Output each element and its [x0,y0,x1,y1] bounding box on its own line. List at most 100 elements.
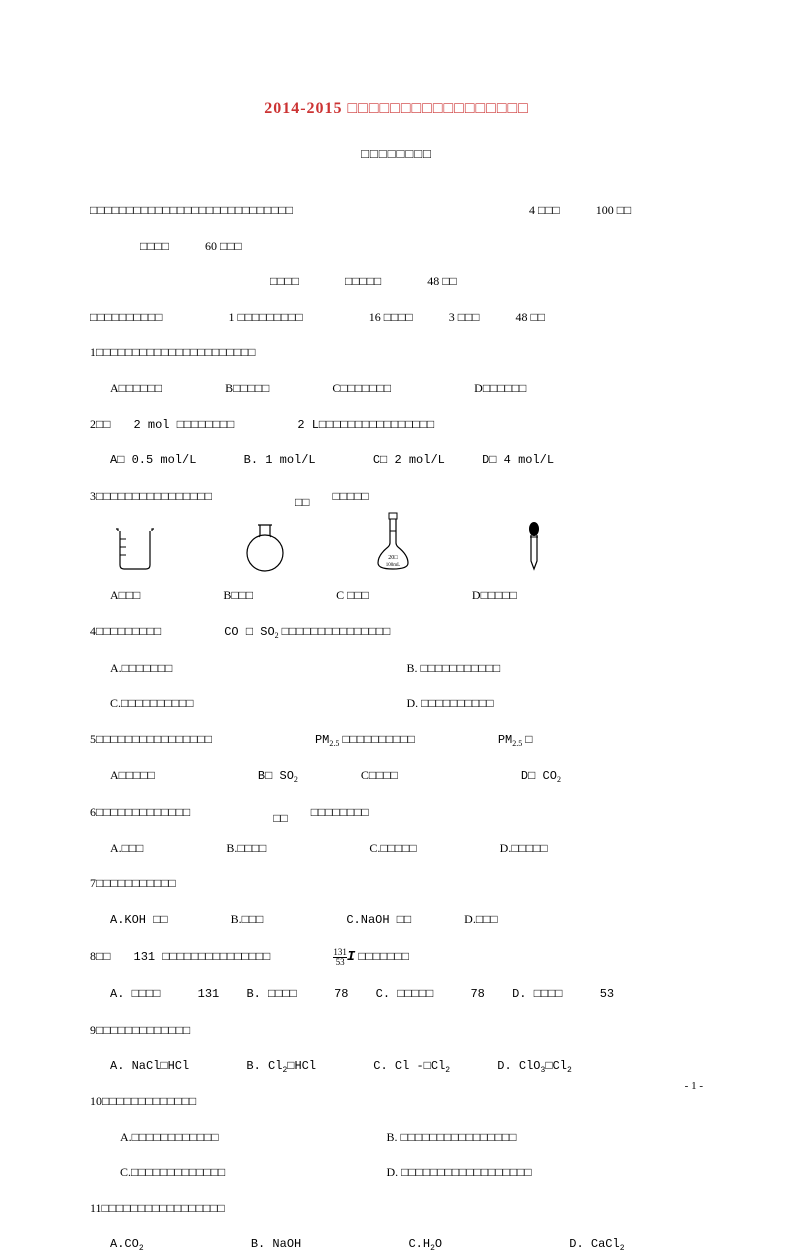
sh-c: 48 □□ [427,274,457,288]
round-flask-icon [240,521,290,573]
volumetric-flask-icon: 20□ 100mL [370,511,416,573]
q2: 2□□ 2 mol □□□□□□□□ 2 L□□□□□□□□□□□□□□□□ [90,414,703,437]
q6: 6□□□□□□□□□□□□□ □□ □□□□□□□□ [90,802,703,824]
q8a1: A. □□□□ [110,987,160,1001]
q7b: B.□□□ [231,912,264,926]
q9c: C. Cl -□Cl [373,1059,445,1073]
q1d: D□□□□□□ [474,381,526,395]
page-number: - 1 - [685,1080,703,1092]
iodine-i: I [347,949,355,965]
q4a: A.□□□□□□□ [110,661,172,675]
q7-options: A.KOH □□ B.□□□ C.NaOH □□ D.□□□ [90,909,703,932]
intro-line-1: □□□□□□□□□□□□□□□□□□□□□□□□□□□□ 4 □□□ 100 □… [90,200,703,222]
q5b: B□ SO [258,769,294,783]
q8c-part: □□□□□□□ [358,949,409,963]
q11d: D. CaCl [569,1237,619,1251]
sh-a: □□□□ [270,274,299,288]
section-header: □□□□ □□□□□ 48 □□ [90,271,703,293]
document-title: 2014-2015 □□□□□□□□□□□□□□□□□ [90,100,703,118]
q4: 4□□□□□□□□□ CO □ SO2 □□□□□□□□□□□□□□□ [90,621,703,644]
q2a: A□ 0.5 mol/L [110,453,196,467]
q8d2: 53 [600,987,614,1001]
q8c2: 78 [470,987,484,1001]
q10b: B. □□□□□□□□□□□□□□□□ [387,1130,517,1144]
q5a: A□□□□□ [110,768,155,782]
q5-options: A□□□□□ B□ SO2 C□□□□ D□ CO2 [90,765,703,788]
q8b1: B. □□□□ [246,987,296,1001]
q9a: A. NaCl□HCl [110,1059,189,1073]
q10-row1: A.□□□□□□□□□□□□ B. □□□□□□□□□□□□□□□□ [90,1127,703,1149]
q9: 9□□□□□□□□□□□□□ [90,1020,703,1042]
q10a: A.□□□□□□□□□□□□ [120,1130,219,1144]
q6c-part: □□□□□□□□ [311,805,369,819]
document-subtitle: □□□□□□□□ [90,146,703,162]
beaker-icon [110,525,160,573]
q5d-part: PM [498,733,512,747]
intro-2a: □□□□ [140,239,169,253]
q11a: A.CO [110,1237,139,1251]
q5b-part: PM [315,733,329,747]
q2c-part: 2 L□□□□□□□□□□□□□□□□ [297,418,434,432]
section-sub: □□□□□□□□□□ 1 □□□□□□□□□ 16 □□□□ 3 □□□ 48 … [90,307,703,329]
q11b: B. NaOH [251,1237,301,1251]
q10-row2: C.□□□□□□□□□□□□□ D. □□□□□□□□□□□□□□□□□□ [90,1162,703,1184]
q3ld: D□□□□□ [472,588,517,602]
q8d1: D. □□□□ [512,987,562,1001]
q10: 10□□□□□□□□□□□□□ [90,1091,703,1113]
q10c: C.□□□□□□□□□□□□□ [120,1165,225,1179]
glassware-row: 20□ 100mL [90,511,703,573]
q9b: B. Cl [246,1059,282,1073]
ss-b: 1 □□□□□□□□□ [228,310,302,324]
q7c: C.NaOH □□ [346,913,411,927]
q5c-part: □□□□□□□□□□ [342,732,414,746]
intro-line-2: □□□□ 60 □□□ [90,236,703,258]
q4c: C.□□□□□□□□□□ [110,696,193,710]
q3lc: C □□□ [336,588,369,602]
q6a-part: 6□□□□□□□□□□□□□ [90,805,190,819]
beaker-item [110,525,160,573]
sh-b: □□□□□ [345,274,381,288]
q10d: D. □□□□□□□□□□□□□□□□□□ [387,1165,532,1179]
round-flask-item [240,521,290,573]
ss-d: 3 □□□ [449,310,480,324]
dropper-item [526,521,542,573]
ss-e: 48 □□ [515,310,545,324]
q2b-part: 2 mol □□□□□□□□ [134,418,235,432]
iodine-symbol: 13153 [333,948,347,967]
q9d: D. ClO [497,1059,540,1073]
q2a-part: 2□□ [90,417,111,431]
q8b2: 78 [334,987,348,1001]
q4-row1: A.□□□□□□□ B. □□□□□□□□□□□ [90,658,703,680]
q3la: A□□□ [110,588,140,602]
q9b2: □HCl [287,1059,316,1073]
q11c: C.H [408,1237,430,1251]
q3-labels: A□□□ B□□□ C □□□ D□□□□□ [90,585,703,607]
intro-1b: 4 □□□ [529,203,560,217]
q4a-part: 4□□□□□□□□□ [90,624,161,638]
q6a: A.□□□ [110,841,143,855]
iodine-bot: 53 [336,957,345,967]
q11: 11□□□□□□□□□□□□□□□□□ [90,1198,703,1220]
q3lb: B□□□ [223,588,253,602]
vf-label-1: 20□ [388,555,398,561]
q2d: D□ 4 mol/L [482,453,554,467]
q11-options: A.CO2 B. NaOH C.H2O D. CaCl2 [90,1234,703,1255]
q1a: A□□□□□□ [110,381,162,395]
q2c: C□ 2 mol/L [373,453,445,467]
q6c: C.□□□□□ [369,841,416,855]
q8a2: 131 [198,987,220,1001]
q6b-part: □□ [273,811,288,825]
q6b: B.□□□□ [226,841,266,855]
q11c2: O [435,1237,442,1251]
q4d: D. □□□□□□□□□□ [407,696,494,710]
intro-1c: 100 □□ [596,203,632,217]
q4b: B. □□□□□□□□□□□ [407,661,501,675]
q3c: □□□□□ [332,489,368,503]
q8c1: C. □□□□□ [376,987,434,1001]
dropper-icon [526,521,542,573]
q1: 1□□□□□□□□□□□□□□□□□□□□□□ [90,342,703,364]
q8a-part: 8□□ [90,949,111,963]
q5d: D□ CO [521,769,557,783]
q4b-part: CO □ SO [224,625,274,639]
q9d2: □Cl [545,1059,567,1073]
